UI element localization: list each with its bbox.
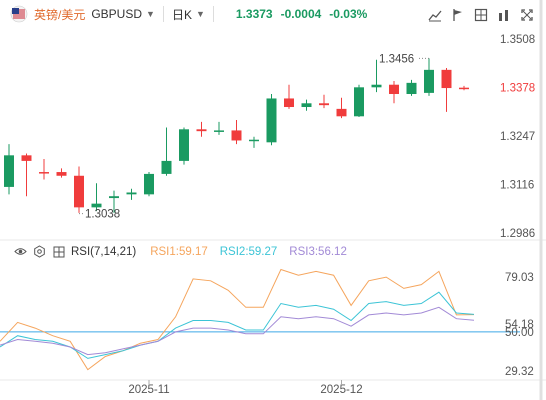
candle-body[interactable] bbox=[336, 108, 347, 117]
price-change: -0.0004 bbox=[280, 7, 322, 21]
toolbar bbox=[425, 5, 536, 24]
rsi3-value: RSI3:56.12 bbox=[289, 245, 347, 258]
rsi-tick-label: 54.18 bbox=[505, 319, 534, 331]
gear-icon[interactable] bbox=[33, 245, 46, 258]
grid-layout-icon[interactable] bbox=[471, 5, 490, 24]
candle-body[interactable] bbox=[406, 82, 417, 95]
candle-body[interactable] bbox=[196, 129, 207, 132]
rsi-tick-label: 29.32 bbox=[505, 366, 534, 378]
period-selector[interactable]: 日K bbox=[171, 7, 192, 22]
chart-header: 英镑/美元 GBPUSD ▼ 日K ▼ 1.3373 -0.0004 -0.03… bbox=[0, 0, 546, 28]
candle-body[interactable] bbox=[424, 69, 434, 93]
candle-body[interactable] bbox=[266, 98, 277, 143]
candle-body[interactable] bbox=[179, 129, 189, 161]
chevron-down-icon[interactable]: ▼ bbox=[195, 9, 205, 19]
price-annotations: 1.3456 1.3038 bbox=[79, 53, 429, 221]
pair-code[interactable]: GBPUSD bbox=[91, 7, 143, 21]
candle-body[interactable] bbox=[284, 98, 294, 108]
candle-body[interactable] bbox=[56, 172, 67, 176]
rsi-indicator-name[interactable]: RSI(7,14,21) bbox=[71, 245, 137, 258]
eye-icon[interactable] bbox=[14, 245, 27, 258]
candle-body[interactable] bbox=[231, 130, 242, 141]
candle-body[interactable] bbox=[39, 172, 49, 174]
candle-body[interactable] bbox=[459, 87, 469, 90]
price-axis: 1.3508 1.3378 1.3247 1.3116 1.2986 bbox=[500, 34, 535, 240]
flag-marker-icon[interactable] bbox=[448, 5, 467, 24]
high-price-annotation: 1.3456 bbox=[379, 53, 414, 65]
candlestick-series bbox=[4, 58, 469, 213]
fullscreen-icon[interactable] bbox=[517, 5, 536, 24]
time-axis: 2025-11 2025-12 bbox=[128, 380, 363, 396]
low-price-annotation: 1.3038 bbox=[85, 209, 120, 221]
rsi1-value: RSI1:59.17 bbox=[150, 245, 208, 258]
candle-body[interactable] bbox=[214, 130, 224, 132]
rsi-series bbox=[0, 268, 520, 371]
candle-body[interactable] bbox=[144, 173, 154, 195]
price-tick-label: 1.3116 bbox=[500, 180, 534, 192]
rsi-line-rsi2[interactable] bbox=[0, 291, 475, 359]
candle-body[interactable] bbox=[4, 155, 14, 187]
rsi-line-rsi1[interactable] bbox=[0, 268, 475, 371]
time-tick-label: 2025-11 bbox=[128, 384, 169, 396]
chevron-down-icon[interactable]: ▼ bbox=[146, 9, 155, 19]
price-change-percent: -0.03% bbox=[329, 7, 368, 21]
candle-body[interactable] bbox=[109, 196, 119, 199]
rsi2-value: RSI2:59.27 bbox=[219, 245, 278, 258]
candle-body[interactable] bbox=[74, 175, 84, 208]
candle-body[interactable] bbox=[161, 160, 172, 174]
candle-body[interactable] bbox=[319, 103, 329, 106]
column-chart-icon[interactable] bbox=[494, 5, 513, 24]
candle-body[interactable] bbox=[354, 87, 364, 117]
rsi-tick-label: 50.00 bbox=[505, 327, 534, 339]
divider bbox=[162, 6, 164, 22]
candle-body[interactable] bbox=[21, 155, 32, 161]
candle-body[interactable] bbox=[126, 192, 137, 195]
price-tick-label: 1.2986 bbox=[500, 228, 535, 240]
price-tick-label: 1.3378 bbox=[500, 82, 535, 94]
rsi-tick-label: 79.03 bbox=[505, 272, 534, 284]
rsi-line-rsi3[interactable] bbox=[0, 306, 475, 356]
time-tick-label: 2025-12 bbox=[320, 384, 362, 396]
last-price: 1.3373 bbox=[235, 7, 273, 21]
price-tick-label: 1.3508 bbox=[500, 34, 535, 46]
uk-flag-icon bbox=[10, 5, 28, 23]
candle-body[interactable] bbox=[91, 203, 102, 208]
candle-body[interactable] bbox=[389, 84, 399, 95]
rsi-header: RSI(7,14,21) RSI1:59.17 RSI2:59.27 RSI3:… bbox=[14, 245, 347, 258]
divider bbox=[212, 6, 214, 22]
grid-layout-icon[interactable] bbox=[52, 245, 65, 258]
candle-body[interactable] bbox=[441, 69, 452, 89]
candle-body[interactable] bbox=[301, 103, 312, 108]
candle-body[interactable] bbox=[371, 84, 382, 88]
candle-body[interactable] bbox=[249, 139, 259, 142]
pair-name-cn[interactable]: 英镑/美元 bbox=[34, 7, 86, 22]
line-tool-icon[interactable] bbox=[425, 5, 444, 24]
price-tick-label: 1.3247 bbox=[500, 131, 535, 143]
